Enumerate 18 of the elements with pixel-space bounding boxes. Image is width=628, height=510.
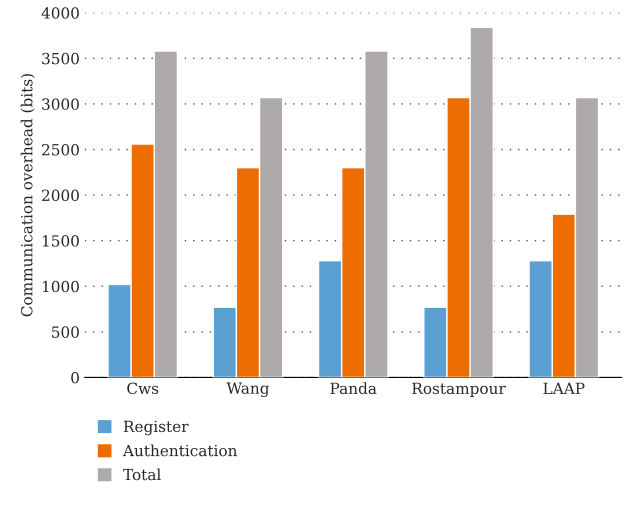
y-tick-label: 1500	[42, 235, 79, 247]
y-tick-label: 1000	[42, 280, 79, 292]
y-tick-label: 2000	[42, 190, 79, 202]
x-tick-label: Rostampour	[412, 382, 506, 398]
y-tick-label: 500	[52, 326, 79, 338]
y-tick-label: 3000	[42, 98, 79, 110]
y-tick-label: 4000	[42, 7, 79, 19]
x-tick-label: Panda	[330, 382, 377, 394]
y-tick-label: 2500	[42, 144, 79, 156]
legend-label: Total	[123, 468, 161, 480]
y-tick-label: 3500	[42, 52, 79, 64]
legend-label: Authentication	[122, 444, 238, 456]
legend-label: Register	[124, 420, 189, 436]
x-tick-label: LAAP	[543, 382, 585, 394]
x-tick-label: Cws	[127, 382, 158, 394]
x-tick-label: Wang	[226, 382, 270, 398]
y-tick-label: 0	[71, 372, 79, 384]
y-axis-title: Communication overhead (bits)	[20, 74, 35, 316]
